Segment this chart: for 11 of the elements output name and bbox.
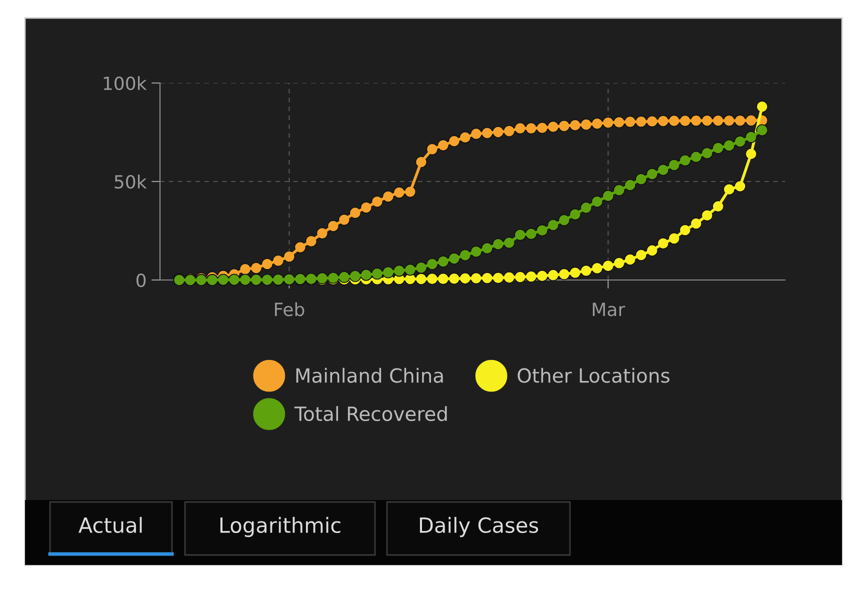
y-tick-label: 100k	[104, 76, 147, 90]
y-tick-label: 0	[136, 273, 146, 288]
y-tick-label: 50k	[114, 174, 147, 189]
legend-label: Mainland China	[296, 368, 443, 383]
x-tick-label: Feb	[275, 302, 304, 316]
text: Daily Cases	[420, 516, 538, 538]
text: Actual	[78, 516, 142, 534]
legend-label: Other Locations	[518, 368, 670, 383]
text: Logarithmic	[220, 516, 340, 538]
x-tick-label: Mar	[592, 302, 626, 316]
legend-label: Total Recovered	[294, 406, 447, 422]
